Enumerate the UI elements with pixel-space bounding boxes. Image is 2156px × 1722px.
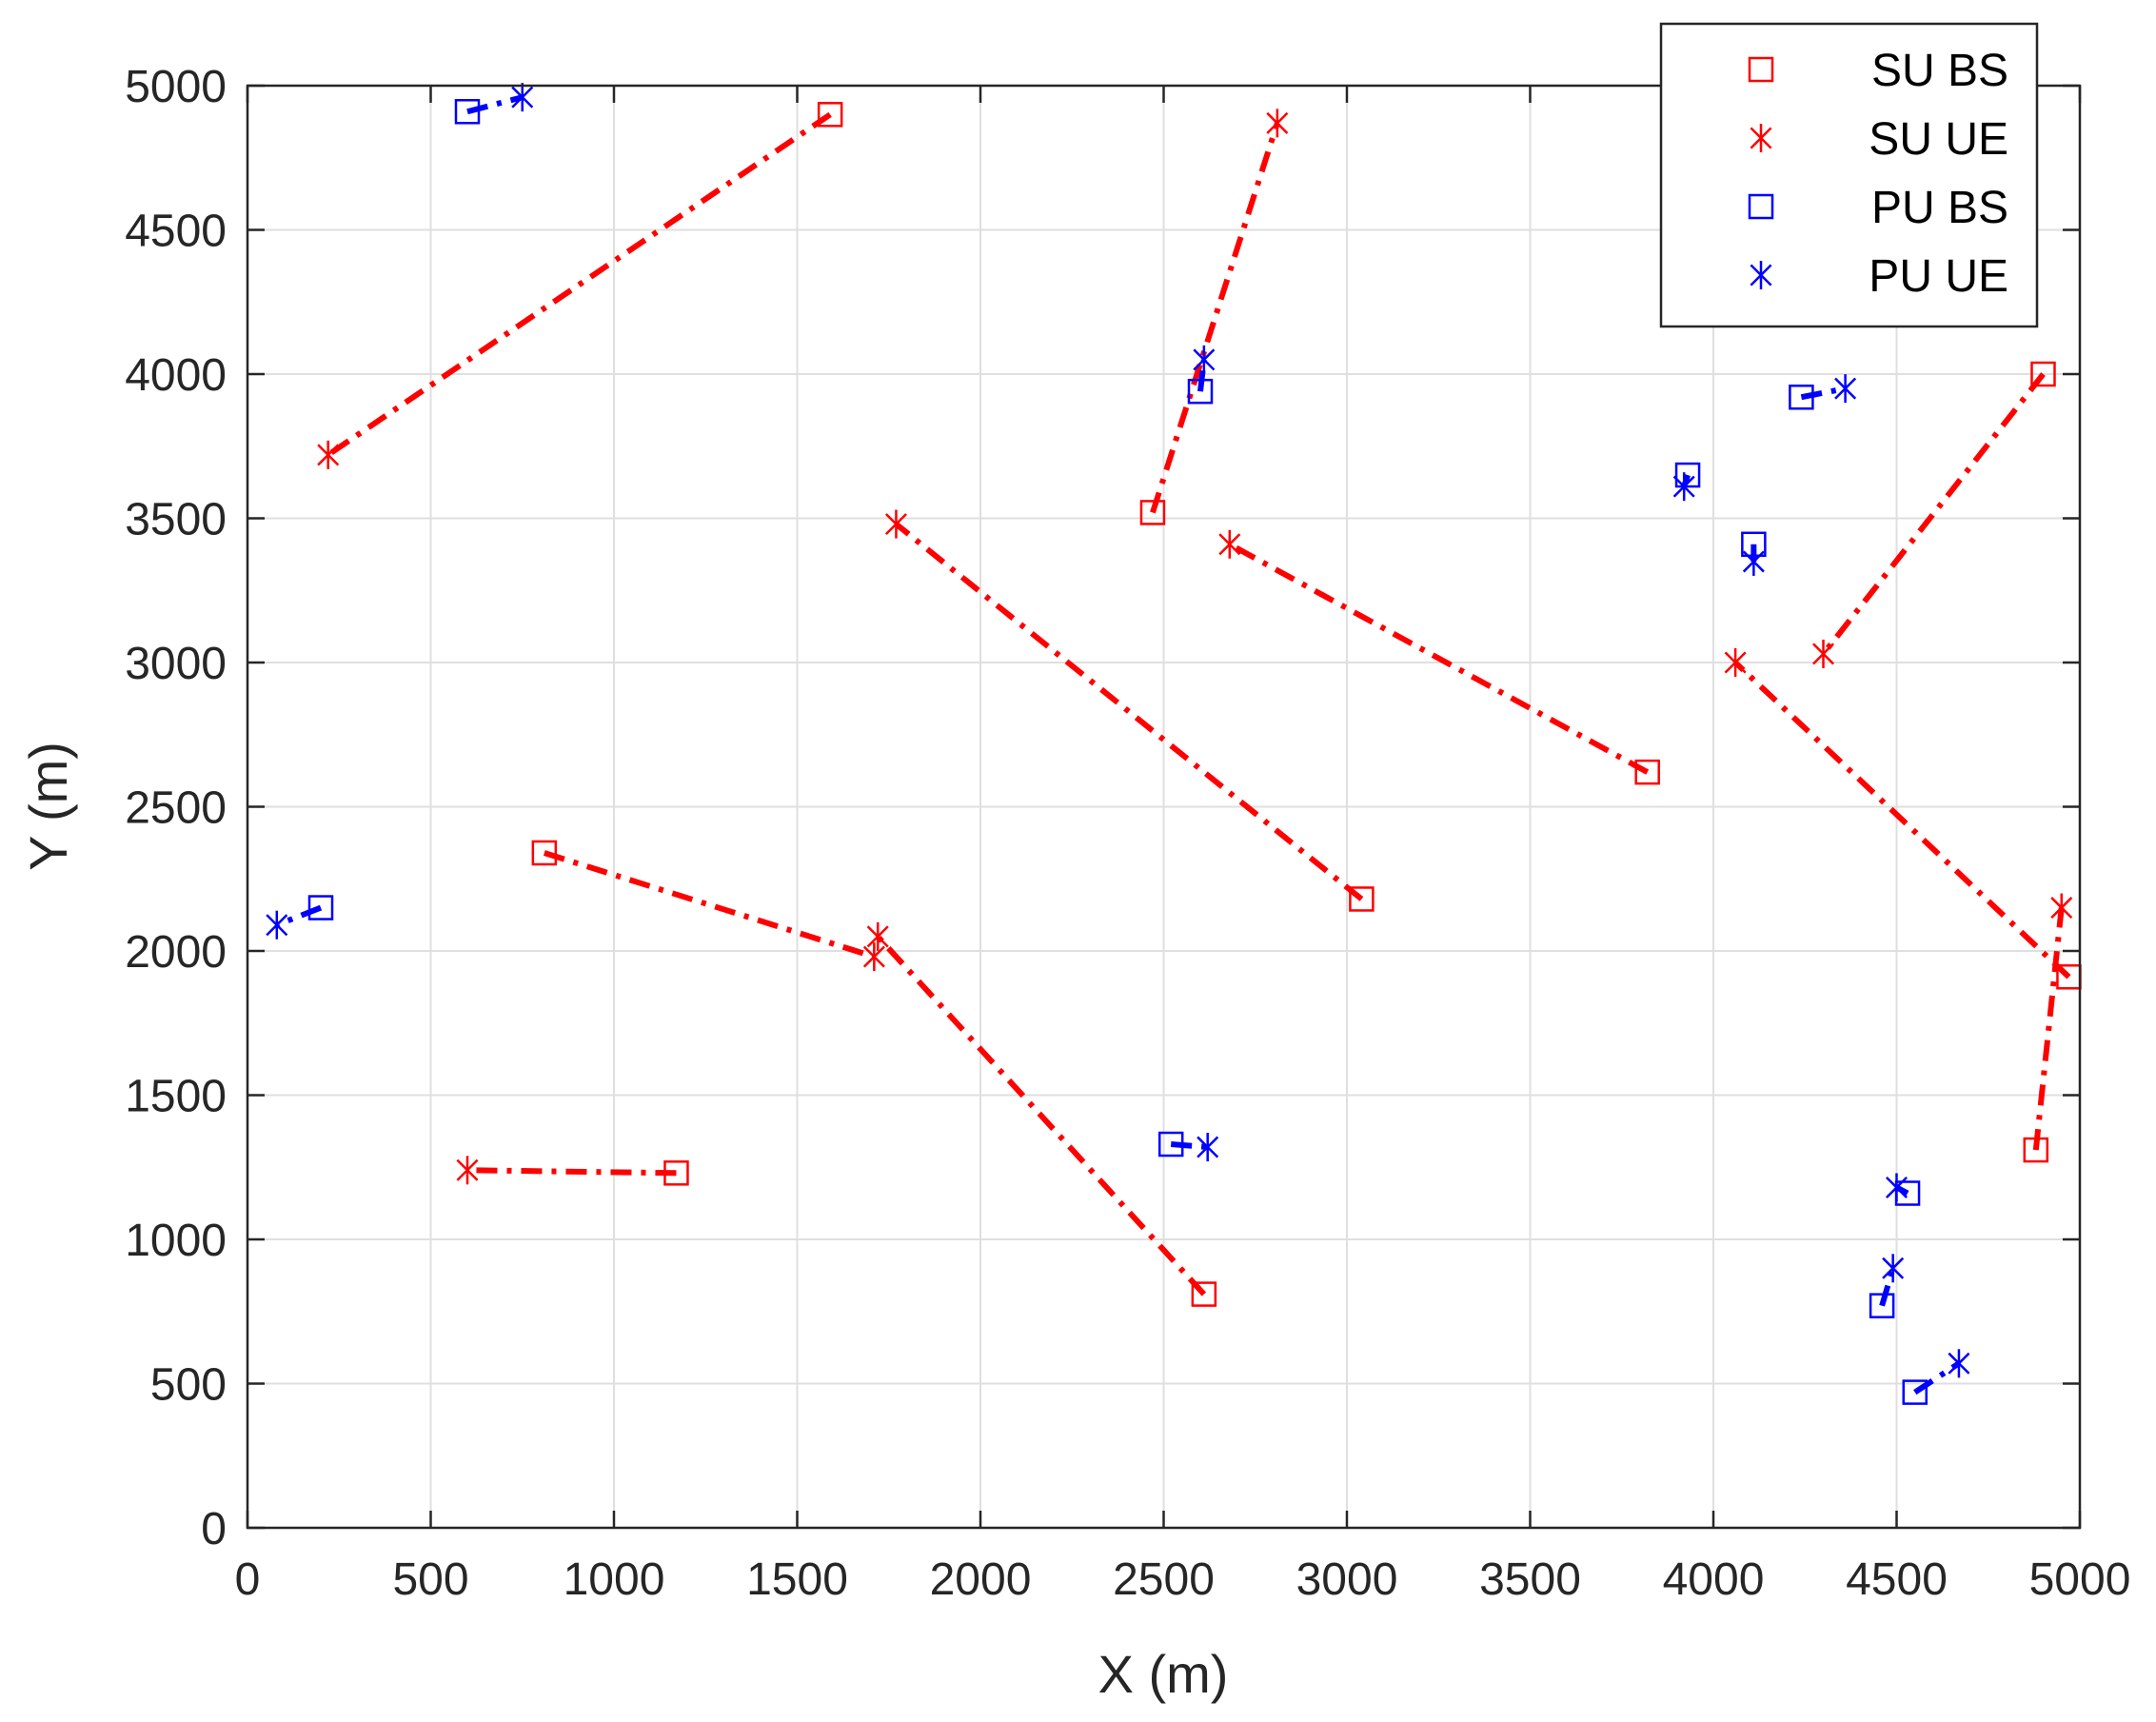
su-link-line: [1228, 542, 1650, 775]
x-tick-label: 3000: [1296, 1554, 1398, 1605]
x-tick-label: 1000: [564, 1554, 665, 1605]
su-ue-marker: [1218, 529, 1241, 559]
legend-box: [1659, 22, 2039, 328]
pu-link-line: [1800, 386, 1847, 401]
y-tick-label: 2000: [125, 927, 227, 978]
pu-ue-marker: [1742, 546, 1765, 576]
y-axis-label: Y (m): [18, 742, 78, 871]
y-tick-label: 1500: [125, 1072, 227, 1122]
pu-ue-marker: [1886, 1173, 1908, 1202]
pu-bs-marker: [1902, 1379, 1928, 1405]
y-tick-label: 4500: [125, 207, 227, 257]
pu-ue-marker: [266, 910, 288, 940]
su-bs-marker: [1139, 500, 1166, 525]
pu-ue-marker: [511, 83, 534, 112]
su-bs-marker: [1349, 886, 1375, 912]
su-link-line: [326, 111, 832, 458]
pu-ue-marker: [1834, 374, 1857, 404]
legend-asterisk-marker: [1750, 261, 1772, 289]
legend-entry-label: PU UE: [1869, 251, 2008, 302]
su-link-line: [894, 522, 1364, 901]
pu-ue-marker: [1197, 1133, 1219, 1162]
y-tick-label: 5000: [125, 62, 227, 112]
y-tick-label: 500: [150, 1360, 227, 1411]
su-link-line: [2032, 907, 2065, 1151]
su-ue-marker: [866, 921, 889, 951]
x-tick-label: 3500: [1479, 1554, 1581, 1605]
pu-bs-marker: [454, 99, 481, 125]
y-tick-label: 3000: [125, 639, 227, 689]
su-ue-marker: [1724, 648, 1747, 677]
x-tick-label: 4500: [1846, 1554, 1948, 1605]
su-ue-marker: [1266, 109, 1289, 138]
pu-link-line: [275, 904, 323, 928]
su-bs-marker: [1634, 759, 1660, 785]
grid-lines: [247, 86, 2080, 1528]
legend-square-marker: [1748, 56, 1774, 83]
su-link-line: [1733, 660, 2071, 980]
link-lines: [275, 94, 2071, 1395]
pu-bs-marker: [1157, 1131, 1184, 1158]
x-tick-label: 0: [235, 1554, 261, 1605]
markers: [266, 83, 2082, 1405]
x-tick-label: 2000: [930, 1554, 1032, 1605]
x-tick-label: 4000: [1663, 1554, 1765, 1605]
pu-ue-marker: [1882, 1254, 1905, 1283]
su-bs-marker: [817, 102, 843, 128]
y-tick-label: 4000: [125, 350, 227, 401]
pu-ue-marker: [1193, 345, 1216, 374]
su-link-line: [543, 850, 876, 960]
pu-bs-marker: [1674, 462, 1701, 488]
pu-bs-marker: [1869, 1293, 1895, 1318]
pu-link-line: [1197, 359, 1207, 392]
su-ue-marker: [456, 1156, 479, 1185]
su-ue-marker: [2050, 893, 2073, 922]
su-ue-marker: [317, 440, 340, 469]
su-bs-marker: [2023, 1137, 2049, 1163]
legend-entry-label: SU UE: [1869, 114, 2008, 165]
su-ue-marker: [1812, 639, 1834, 668]
y-tick-label: 1000: [125, 1216, 227, 1266]
x-tick-label: 500: [392, 1554, 468, 1605]
su-link-line: [1821, 372, 2046, 656]
legend-square-marker: [1748, 193, 1774, 220]
legend: SU BS SU UE PU BS PU UE: [1659, 22, 2039, 328]
x-axis-label: X (m): [1098, 1644, 1229, 1704]
legend-entry-label: PU BS: [1871, 183, 2008, 233]
su-bs-marker: [2030, 361, 2056, 387]
pu-ue-marker: [1948, 1349, 1970, 1378]
su-link-line: [466, 1167, 677, 1177]
y-tick-label: 0: [201, 1504, 227, 1554]
x-tick-label: 2500: [1113, 1554, 1215, 1605]
pu-link-line: [1879, 1267, 1896, 1307]
su-ue-marker: [862, 942, 885, 972]
x-tick-label: 1500: [746, 1554, 848, 1605]
y-tick-label: 2500: [125, 783, 227, 834]
legend-asterisk-marker: [1750, 124, 1772, 152]
pu-link-line: [1170, 1141, 1208, 1151]
su-link-line: [875, 934, 1207, 1296]
pu-link-line: [466, 94, 524, 115]
x-tick-label: 5000: [2029, 1554, 2131, 1605]
su-ue-marker: [884, 509, 907, 539]
axis-ticks: 0 500 1000 1500 2000 2500 3000 3500 4000 4500 5000…: [125, 62, 2130, 1605]
pu-bs-marker: [307, 895, 334, 920]
legend-entry-label: SU BS: [1871, 46, 2008, 96]
y-tick-label: 3500: [125, 495, 227, 545]
su-bs-marker: [663, 1160, 689, 1186]
pu-bs-marker: [1187, 378, 1214, 405]
su-bs-marker: [531, 840, 558, 866]
pu-ue-marker: [1672, 472, 1695, 502]
pu-bs-marker: [1789, 384, 1814, 410]
su-bs-marker: [1191, 1281, 1217, 1307]
pu-link-line: [1913, 1360, 1961, 1395]
